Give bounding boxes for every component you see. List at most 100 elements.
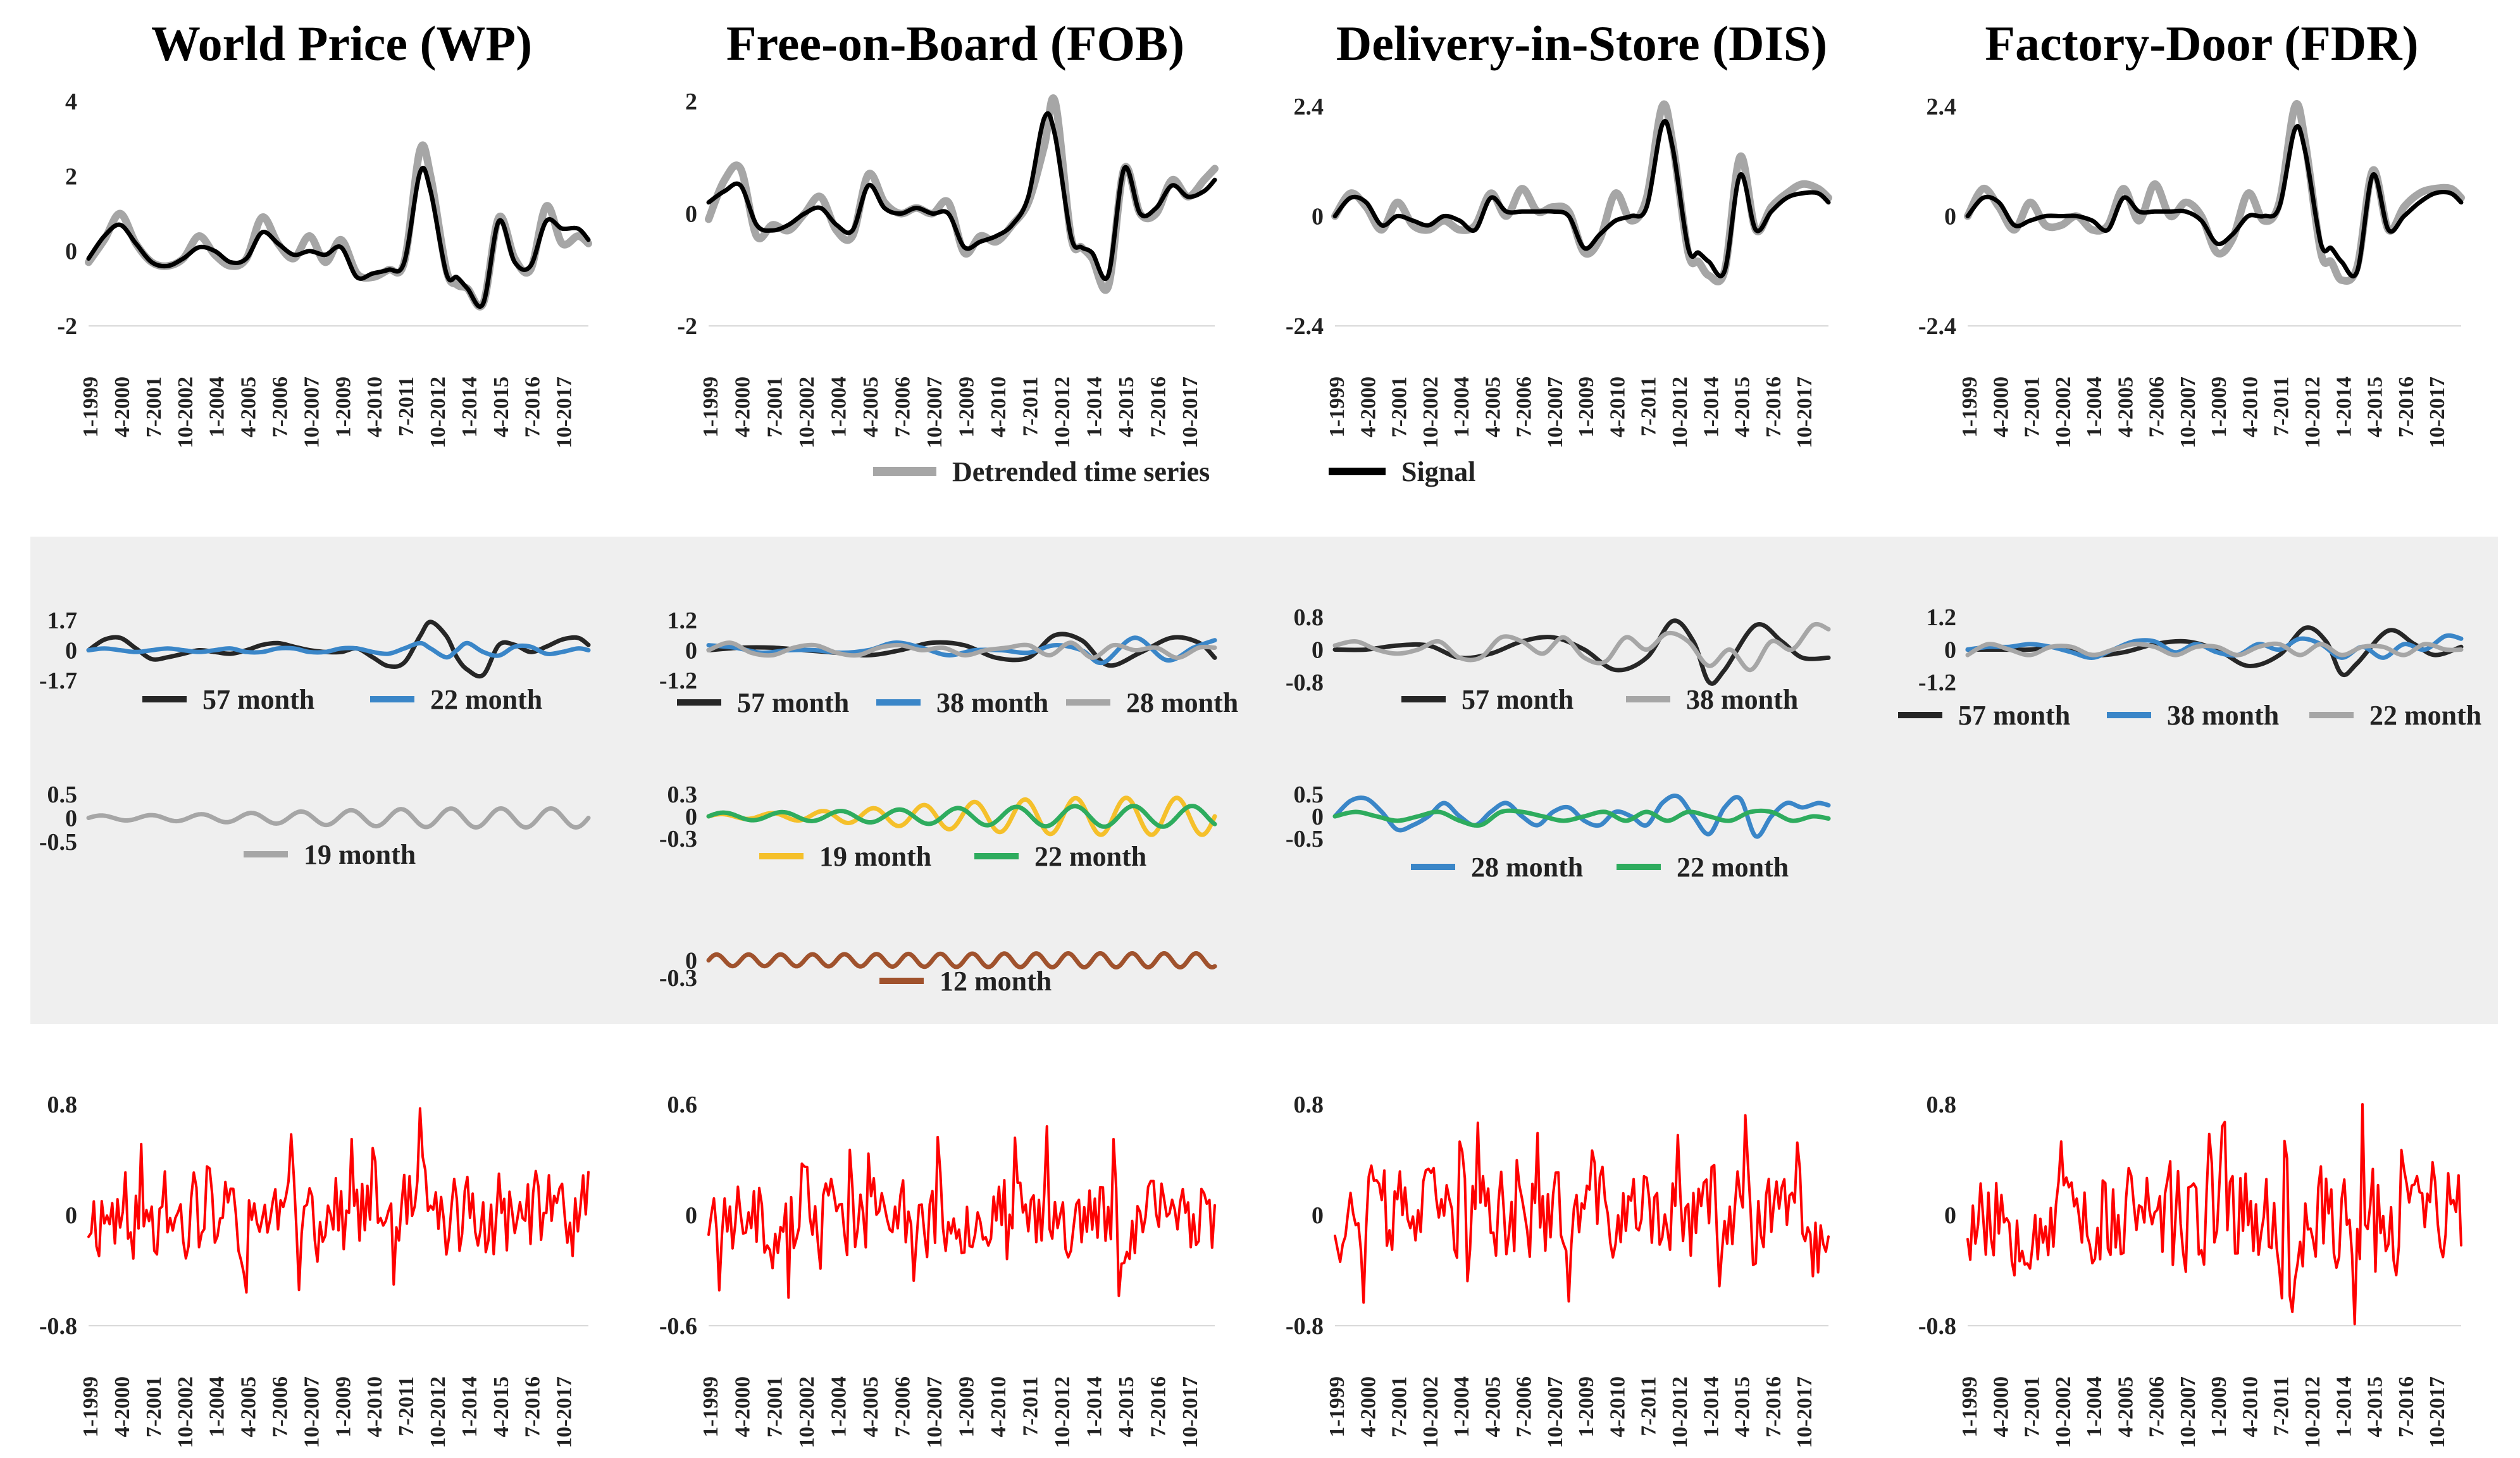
y-tick-label: 0 [1312,204,1324,230]
x-tick-label: 7-2016 [2395,1376,2418,1437]
y-tick-label: 0 [685,948,697,975]
legend-label-28-month: 28 month [1471,852,1583,883]
series-line-12-month [706,951,1217,969]
x-tick-label: 10-2012 [1668,1376,1692,1448]
x-tick-label: 7-2001 [763,377,786,437]
x-tick-label: 7-2011 [2270,1376,2293,1436]
x-tick-label: 10-2017 [1179,377,1202,448]
series-line-detrended-time-series [705,94,1219,294]
cycle-band [30,537,2498,1024]
x-tick-label: 4-2015 [1731,1376,1754,1437]
x-tick-label: 4-2015 [490,377,513,437]
chart-cycle-components-world-price-wp-5: 0.50-0.5 19 month [39,782,591,870]
x-tick-label: 4-2000 [111,1376,134,1437]
x-tick-label: 10-2007 [1544,377,1567,448]
x-tick-label: 7-2016 [1762,377,1785,437]
x-tick-label: 7-2011 [395,377,418,436]
y-tick-label: 0 [685,1202,697,1229]
y-tick-label: -0.8 [1286,670,1324,696]
title-wp: World Price (WP) [151,16,532,71]
x-tick-label: 1-1999 [79,1376,102,1437]
y-tick-label: -2.4 [1918,313,1956,340]
chart-residuals-factory-door-fdr-15: 0.8 0 -0.8 1-1999 4-2000 7-2001 10-2002 1-2004 4… [1918,1092,2462,1448]
x-tick-label: 1-1999 [1958,377,1982,437]
legend-label-57-month: 57 month [737,687,849,718]
x-tick-label: 10-2002 [795,1376,819,1448]
chart-cycle-components-world-price-wp-4: 1.7 0 -1.7 57 month 22 month [39,608,591,715]
series-line-residual [1334,1114,1830,1304]
x-tick-label: 4-2005 [1481,1376,1505,1437]
x-tick-label: 10-2002 [174,377,197,448]
series-line-signal [86,166,591,309]
y-tick-label: 0 [65,638,77,664]
chart-signal-vs-detrended-series-free-on-board-fob-1: 2 0 -2 1-1999 4-2000 7-2001 10-2002 1-2004 4-200… [677,89,1219,448]
y-tick-label: 4 [65,89,77,115]
y-tick-label: -1.2 [1918,670,1956,696]
chart-residuals-free-on-board-fob-13: 0.6 0 -0.6 1-1999 4-2000 7-2001 10-2002 1-2004 4… [659,1092,1216,1448]
y-tick-label: 0.5 [1294,782,1324,808]
x-tick-label: 4-2015 [2364,1376,2387,1437]
x-tick-label: 10-2007 [923,1376,947,1448]
x-tick-label: 4-2000 [111,377,134,437]
x-tick-label: 10-2002 [1419,1376,1443,1448]
y-tick-label: -2 [677,313,697,340]
x-tick-label: 4-2010 [1606,1376,1629,1437]
x-tick-label: 1-2004 [827,1376,850,1437]
y-tick-label: 0 [65,239,77,265]
x-tick-label: 10-2012 [2301,1376,2324,1448]
legend-label-22-month: 22 month [1677,852,1789,883]
chart-signal-vs-detrended-series-delivery-in-store-dis-2: 2.4 0 -2.4 1-1999 4-2000 7-2001 10-2002 1-2004 4… [1286,94,1832,448]
x-tick-label: 10-2002 [2052,1376,2075,1448]
x-tick-label: 4-2015 [1115,1376,1138,1437]
y-tick-label: 2 [685,89,697,115]
x-tick-label: 10-2012 [426,377,450,448]
x-tick-label: 4-2015 [1731,377,1754,437]
y-tick-label: -0.3 [659,965,697,992]
x-tick-label: 1-2009 [1575,377,1598,437]
series-line-28-month [1332,794,1831,839]
chart-cycle-components-delivery-in-store-dis-9: 0.8 0 -0.8 57 month 38 month [1286,604,1831,715]
x-tick-label: 7-2001 [142,1376,166,1437]
y-tick-label: 0 [1312,637,1324,664]
x-tick-label: 4-2000 [1356,377,1380,437]
x-tick-label: 10-2012 [1051,377,1074,448]
title-fdr: Factory-Door (FDR) [1985,16,2418,71]
x-tick-label: 4-2015 [1115,377,1138,437]
x-tick-label: 1-2014 [458,1376,481,1437]
x-tick-label: 4-2005 [2114,1376,2137,1437]
legend-label-12-month: 12 month [940,966,1052,997]
x-tick-label: 4-2005 [859,1376,883,1437]
legend-signal-label: Signal [1401,456,1475,487]
charts: 4 2 0 -2 1-1999 4-2000 7-2001 10-2002 1-2004 4-20… [39,89,2481,1448]
y-tick-label: 0 [1312,1202,1324,1229]
x-tick-label: 7-2011 [1637,377,1661,436]
y-tick-label: 0 [685,804,697,830]
x-tick-label: 1-2009 [332,377,355,437]
x-tick-label: 4-2000 [731,1376,755,1437]
x-tick-label: 7-2006 [1513,377,1536,437]
y-tick-label: 0 [1312,804,1324,830]
y-tick-label: 0.6 [667,1092,698,1118]
x-tick-label: 4-2010 [2238,377,2262,437]
x-tick-label: 10-2007 [300,1376,323,1448]
x-tick-label: 4-2015 [2364,377,2387,437]
y-tick-label: -1.7 [39,668,77,694]
y-tick-label: -2.4 [1286,313,1324,340]
x-tick-label: 7-2011 [1019,377,1042,436]
legend-label-28-month: 28 month [1126,687,1238,718]
x-tick-label: 4-2010 [987,377,1010,437]
x-tick-label: 4-2005 [237,1376,261,1437]
series-line-residual [707,1125,1216,1299]
x-tick-label: 7-2016 [521,1376,545,1437]
x-tick-label: 10-2012 [1051,1376,1074,1448]
x-tick-label: 10-2017 [553,377,576,448]
chart-signal-vs-detrended-series-factory-door-fdr-3: 2.4 0 -2.4 1-1999 4-2000 7-2001 10-2002 1-2004 4… [1918,94,2465,448]
x-tick-label: 1-2004 [1450,1376,1474,1437]
x-tick-label: 1-1999 [1325,377,1349,437]
legend-label-57-month: 57 month [202,684,314,715]
series-line-signal [706,111,1217,282]
x-tick-label: 1-2009 [1575,1376,1598,1437]
series-line-22-month [1965,641,2464,657]
y-tick-label: 0 [685,201,697,228]
x-tick-label: 1-2014 [1083,377,1107,437]
